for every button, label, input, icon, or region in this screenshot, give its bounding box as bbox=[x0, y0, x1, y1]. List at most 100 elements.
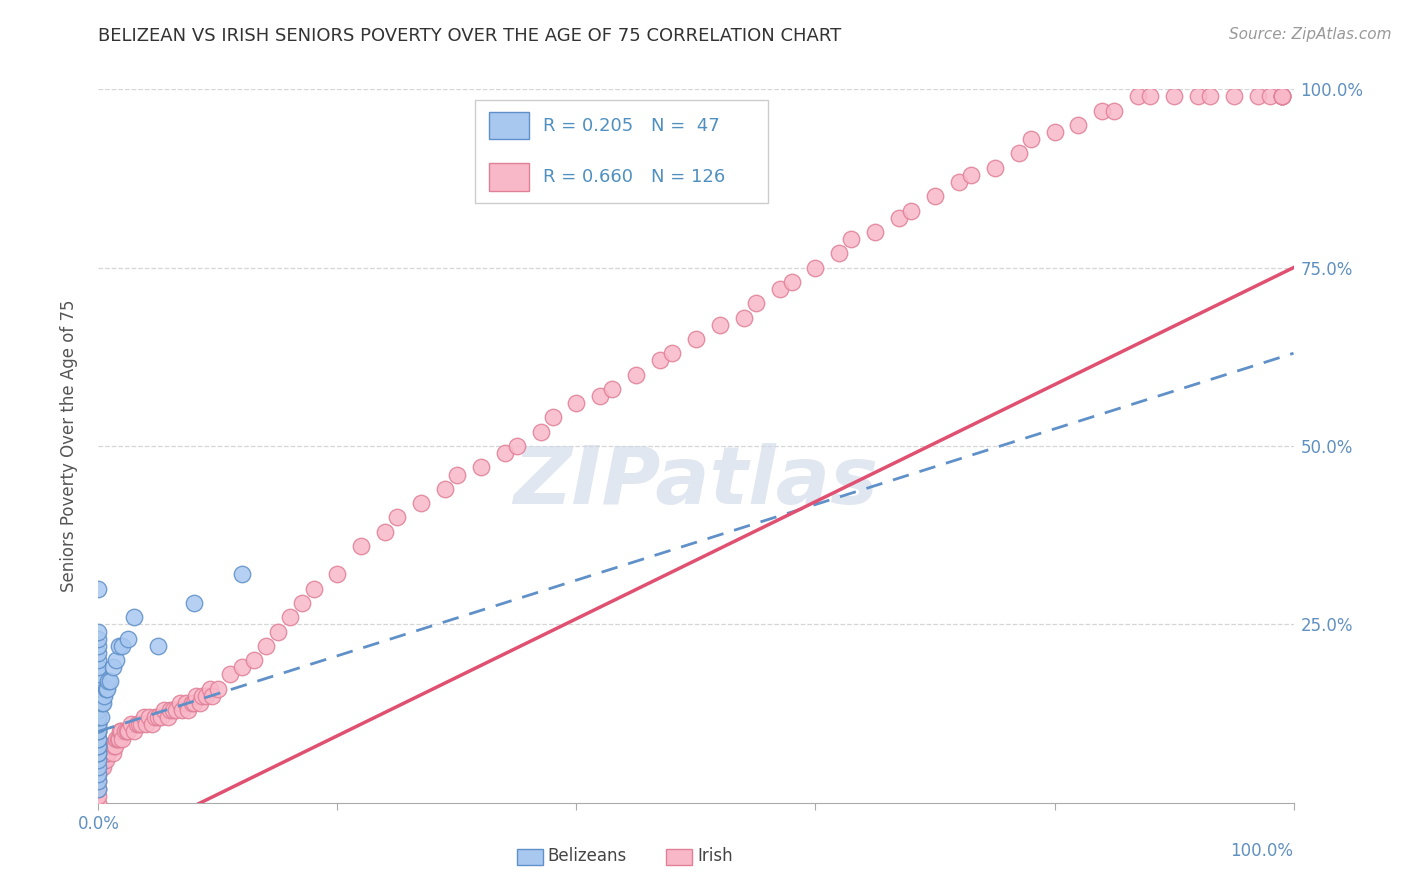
Text: BELIZEAN VS IRISH SENIORS POVERTY OVER THE AGE OF 75 CORRELATION CHART: BELIZEAN VS IRISH SENIORS POVERTY OVER T… bbox=[98, 27, 842, 45]
Point bbox=[411, 496, 433, 510]
Point bbox=[97, 746, 120, 760]
Point bbox=[87, 731, 110, 746]
Point bbox=[117, 632, 139, 646]
Point bbox=[98, 739, 121, 753]
FancyBboxPatch shape bbox=[489, 163, 529, 191]
Point bbox=[87, 746, 110, 760]
Point bbox=[1271, 89, 1294, 103]
Point bbox=[661, 346, 683, 360]
Point bbox=[107, 731, 129, 746]
Point bbox=[93, 753, 115, 767]
Point bbox=[91, 696, 114, 710]
Text: R = 0.205: R = 0.205 bbox=[543, 117, 633, 135]
Point bbox=[104, 739, 127, 753]
Point bbox=[960, 168, 983, 182]
Point bbox=[1271, 89, 1294, 103]
Point bbox=[131, 717, 153, 731]
Point bbox=[87, 760, 110, 774]
Point bbox=[124, 724, 146, 739]
Point bbox=[87, 717, 110, 731]
Text: N = 126: N = 126 bbox=[651, 168, 725, 186]
Point bbox=[87, 724, 110, 739]
Point bbox=[87, 739, 110, 753]
Point bbox=[350, 539, 373, 553]
FancyBboxPatch shape bbox=[489, 112, 529, 139]
Point bbox=[115, 724, 138, 739]
Point bbox=[1067, 118, 1090, 132]
Point bbox=[1019, 132, 1042, 146]
Point bbox=[87, 767, 110, 781]
Point bbox=[198, 681, 221, 696]
Point bbox=[87, 753, 110, 767]
Point bbox=[87, 739, 110, 753]
Point bbox=[110, 724, 132, 739]
Point bbox=[101, 746, 124, 760]
Point bbox=[107, 639, 129, 653]
Point bbox=[302, 582, 325, 596]
Point bbox=[195, 689, 218, 703]
Point bbox=[153, 703, 176, 717]
Point bbox=[87, 646, 110, 660]
Point bbox=[87, 724, 110, 739]
Point bbox=[94, 681, 117, 696]
Point bbox=[1128, 89, 1150, 103]
Point bbox=[446, 467, 468, 482]
Point bbox=[231, 660, 253, 674]
Point bbox=[172, 703, 194, 717]
Point bbox=[804, 260, 827, 275]
Point bbox=[87, 724, 110, 739]
Point bbox=[231, 567, 253, 582]
Point bbox=[768, 282, 790, 296]
Point bbox=[648, 353, 672, 368]
Point bbox=[162, 703, 184, 717]
Point bbox=[87, 760, 110, 774]
Point bbox=[87, 703, 110, 717]
Point bbox=[278, 610, 301, 624]
Point bbox=[103, 739, 125, 753]
Point bbox=[219, 667, 242, 681]
Point bbox=[291, 596, 314, 610]
Point bbox=[1271, 89, 1294, 103]
Point bbox=[90, 710, 112, 724]
Point bbox=[132, 710, 155, 724]
Point bbox=[91, 760, 114, 774]
Text: Source: ZipAtlas.com: Source: ZipAtlas.com bbox=[1229, 27, 1392, 42]
Text: Belizeans: Belizeans bbox=[548, 847, 627, 865]
Point bbox=[1271, 89, 1294, 103]
Point bbox=[87, 717, 110, 731]
Point bbox=[87, 781, 110, 796]
Point bbox=[900, 203, 922, 218]
Point bbox=[841, 232, 863, 246]
Point bbox=[87, 731, 110, 746]
Point bbox=[138, 710, 160, 724]
Point bbox=[159, 703, 181, 717]
Point bbox=[1091, 103, 1114, 118]
Point bbox=[374, 524, 396, 539]
Point bbox=[191, 689, 214, 703]
Point bbox=[889, 211, 911, 225]
Point bbox=[174, 696, 197, 710]
Text: 100.0%: 100.0% bbox=[1230, 842, 1294, 860]
Point bbox=[87, 681, 110, 696]
Point bbox=[87, 774, 110, 789]
Point bbox=[141, 717, 163, 731]
Point bbox=[128, 717, 150, 731]
Point bbox=[143, 710, 166, 724]
Point bbox=[1271, 89, 1294, 103]
Point bbox=[87, 710, 110, 724]
Point bbox=[98, 674, 122, 689]
Point bbox=[90, 760, 112, 774]
Point bbox=[87, 746, 110, 760]
Point bbox=[94, 753, 117, 767]
Point bbox=[96, 681, 118, 696]
Point bbox=[87, 667, 110, 681]
Point bbox=[1043, 125, 1066, 139]
Point bbox=[87, 639, 110, 653]
Point bbox=[91, 696, 114, 710]
Point bbox=[91, 753, 114, 767]
Point bbox=[207, 681, 229, 696]
Point bbox=[1139, 89, 1161, 103]
Point bbox=[865, 225, 887, 239]
Point bbox=[780, 275, 803, 289]
Point bbox=[117, 724, 139, 739]
